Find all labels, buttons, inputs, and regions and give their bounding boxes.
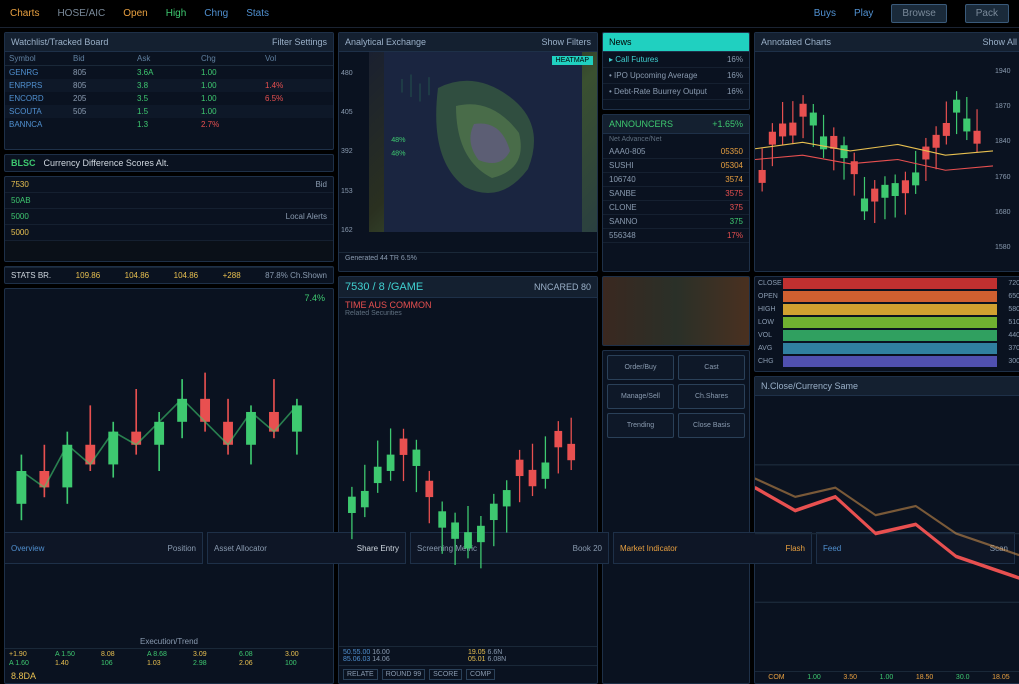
nav-browse[interactable]: Browse [891,4,946,23]
nav-play[interactable]: Play [854,8,873,19]
nav-high[interactable]: High [166,8,187,19]
wl-col: Bid [73,54,137,63]
nav-charts[interactable]: Charts [10,8,39,19]
alerts-panel: 7530Bid50AB5000Local Alerts5000 [4,176,334,262]
nav-right: Buys Play Browse Pack [814,4,1009,23]
alert-row[interactable]: 5000 [5,225,333,241]
rainbow-row: CLOSE720 [755,277,1019,290]
mover-row[interactable]: SANBE3575 [603,187,749,201]
news-item[interactable]: • IPO Upcoming Average16% [603,68,749,84]
map-filter[interactable]: Show Filters [541,37,591,47]
mover-row[interactable]: 55634817% [603,229,749,243]
alert-sparkline [5,241,333,262]
nav-left: Charts HOSE/AIC Open High Chng Stats [10,8,269,19]
detail-sub: TIME AUS COMMON [345,300,591,310]
svg-text:48%: 48% [391,135,406,144]
wl-row[interactable]: ENCORD2053.51.006.5% [5,92,333,105]
action-trending[interactable]: Trending [607,413,674,438]
detail-sub2: Related Securities [345,310,591,317]
news-item[interactable]: ▸ Call Futures16% [603,52,749,68]
col-3: News ▸ Call Futures16%• IPO Upcoming Ave… [602,32,750,684]
nav-buys[interactable]: Buys [814,8,836,19]
action-manage-sell[interactable]: Manage/Sell [607,384,674,409]
watchlist-panel: Watchlist/Tracked Board Filter Settings … [4,32,334,150]
map-title: Analytical Exchange [345,37,426,47]
right-candle-chart[interactable] [755,52,993,267]
nav-hose/aic[interactable]: HOSE/AIC [57,8,105,19]
action-order-buy[interactable]: Order/Buy [607,355,674,380]
movers-title: ANNOUNCERS [609,119,673,129]
heatmap-badge: HEATMAP [552,56,593,65]
rainbow-panel: CLOSE720OPEN650HIGH580LOW510VOL440AVG370… [754,276,1019,372]
headline-title: Currency Difference Scores Alt. [44,158,169,168]
mover-row[interactable]: SUSHI05304 [603,159,749,173]
wl-col: Ask [137,54,201,63]
news-panel: News ▸ Call Futures16%• IPO Upcoming Ave… [602,32,750,110]
nav-chng[interactable]: Chng [204,8,228,19]
action-ch-shares[interactable]: Ch.Shares [678,384,745,409]
rainbow-row: HIGH580 [755,303,1019,316]
alert-row[interactable]: 7530Bid [5,177,333,193]
rainbow-row: VOL440 [755,329,1019,342]
movers-panel: ANNOUNCERS +1.65% Net Advance/Net AAA0-8… [602,114,750,272]
movers-sub: Net Advance/Net [609,136,662,143]
col-2: Analytical Exchange Show Filters 4804053… [338,32,598,684]
mover-row[interactable]: 1067403574 [603,173,749,187]
detail-panel: 7530 / 8 /GAME NNCARED 80 TIME AUS COMMO… [338,276,598,684]
top-nav: Charts HOSE/AIC Open High Chng Stats Buys Play… [0,0,1019,28]
headline-panel: BLSC Currency Difference Scores Alt. [4,154,334,172]
col-1: Watchlist/Tracked Board Filter Settings … [4,32,334,684]
perf-panel: N.Close/Currency Same COM1.003.501.0018.… [754,376,1019,684]
mover-row[interactable]: AAA0-80505350 [603,145,749,159]
right-chart-panel: Annotated Charts Show All 19401870184017… [754,32,1019,272]
nav-stats[interactable]: Stats [246,8,269,19]
watchlist-title: Watchlist/Tracked Board [11,37,108,47]
wl-col: Symbol [9,54,73,63]
perf-title: N.Close/Currency Same [761,381,858,391]
chart-bottom-label: 8.8DA [11,671,36,681]
heatmap-viz[interactable]: 48% 48% HEATMAP [369,52,597,232]
map-panel: Analytical Exchange Show Filters 4804053… [338,32,598,272]
detail-badge: NNCARED 80 [534,282,591,292]
wl-col: Chg [201,54,265,63]
right-chart-title: Annotated Charts [761,37,831,47]
wl-row[interactable]: SCOUTA5051.51.00 [5,105,333,118]
news-item[interactable]: • Debt-Rate Buurrey Output16% [603,84,749,100]
rainbow-row: CHG300 [755,355,1019,368]
wl-row[interactable]: BANNCA1.32.7% [5,118,333,131]
right-chart-filter[interactable]: Show All [982,37,1017,47]
main-grid: Watchlist/Tracked Board Filter Settings … [0,28,1019,532]
headline-badge: BLSC [11,158,36,168]
alert-row[interactable]: 50AB [5,193,333,209]
main-chart-pct: 7.4% [304,293,325,303]
detail-chart[interactable] [339,319,597,646]
main-chart-panel: 7.4% Execution/Trend +1.90A 1.508.08A 8.… [4,288,334,684]
wl-row[interactable]: GENRG8053.6A1.00 [5,66,333,79]
news-title: News [609,37,632,47]
action-cast[interactable]: Cast [678,355,745,380]
map-footer: Generated 44 TR 6.5% [345,255,417,262]
main-candle-chart[interactable] [5,307,333,635]
mover-row[interactable]: SANNO375 [603,215,749,229]
alert-row[interactable]: 5000Local Alerts [5,209,333,225]
perf-chart[interactable] [755,396,1019,671]
rainbow-row: AVG370 [755,342,1019,355]
wl-row[interactable]: ENRPRS8053.81.001.4% [5,79,333,92]
action-close-basis[interactable]: Close Basis [678,413,745,438]
watchlist-filter[interactable]: Filter Settings [272,37,327,47]
detail-pair: 7530 / 8 /GAME [345,281,423,293]
movers-change: +1.65% [712,119,743,129]
nav-open[interactable]: Open [123,8,147,19]
rainbow-row: OPEN650 [755,290,1019,303]
rainbow-row: LOW510 [755,316,1019,329]
wl-col: Vol [265,54,329,63]
actions-panel: Order/BuyCastManage/SellCh.SharesTrendin… [602,350,750,684]
svg-text:48%: 48% [391,149,406,158]
mover-row[interactable]: CLONE375 [603,201,749,215]
stats-strip: STATS BR.109.86104.86104.86+28887.8% Ch.… [4,266,334,284]
thumbnail-panel [602,276,750,346]
col-4: Annotated Charts Show All 19401870184017… [754,32,1019,684]
nav-pack[interactable]: Pack [965,4,1009,23]
chart-footer: Execution/Trend [140,637,198,646]
